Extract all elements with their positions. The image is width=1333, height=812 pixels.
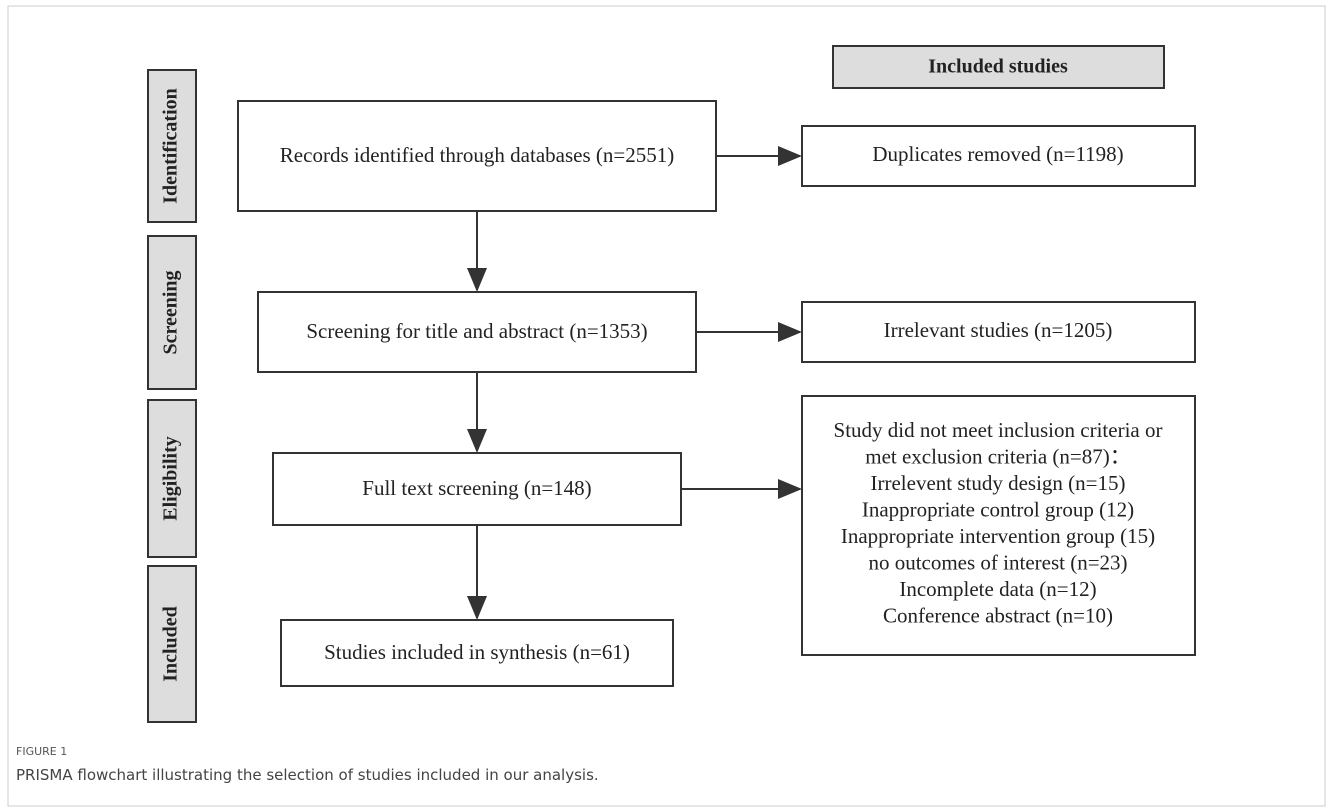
node [257,291,697,373]
side-node-line: Inappropriate intervention group (15) [841,524,1155,548]
stage-label: Eligibility [160,436,182,520]
side-node-line: Inappropriate control group (12) [862,497,1134,521]
side-node-line: Conference abstract (n=10) [883,603,1113,627]
stage-label: Identification [160,88,182,204]
stage-label: Screening [160,270,182,354]
side-node [801,395,1196,656]
stage-label: Included [160,606,182,682]
header-box [832,45,1165,89]
stage-box [147,69,197,223]
side-node-line: Incomplete data (n=12) [899,577,1096,601]
node-label: Full text screening (n=148) [362,476,591,500]
side-node-line: met exclusion criteria (n=87)： [865,444,1131,468]
node-label: Records identified through databases (n=… [280,143,674,167]
side-node-line: Study did not meet inclusion criteria or [834,418,1163,442]
stage-box [147,235,197,390]
node [237,100,717,212]
caption-text: PRISMA flowchart illustrating the select… [16,766,599,784]
node-label: Screening for title and abstract (n=1353… [306,319,647,343]
side-node-line: Irrelevant studies (n=1205) [884,318,1113,342]
node [280,619,674,687]
side-node-line: Irrelevent study design (n=15) [870,471,1125,495]
stage-box [147,565,197,723]
frame [7,5,1326,807]
stage-box [147,399,197,558]
side-node-line: Duplicates removed (n=1198) [872,142,1123,166]
node-label: Studies included in synthesis (n=61) [324,640,630,664]
header-title: Included studies [928,56,1068,78]
node [272,452,682,526]
side-node [801,301,1196,363]
side-node [801,125,1196,187]
caption-label: FIGURE 1 [16,745,67,758]
side-node-line: no outcomes of interest (n=23) [868,550,1127,574]
